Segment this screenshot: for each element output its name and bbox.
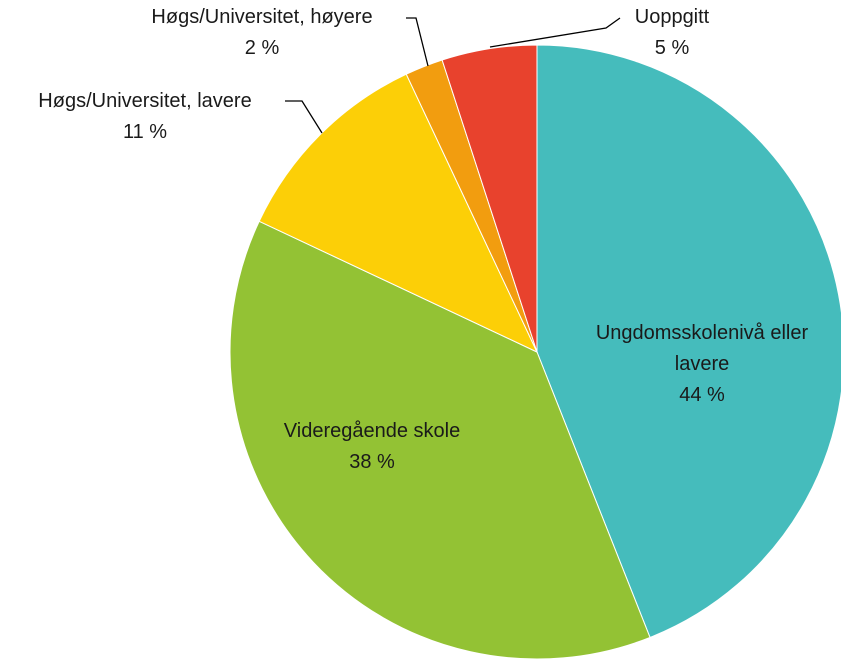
category-label: Ungdomsskolenivå eller lavere bbox=[595, 322, 809, 375]
slice-label: Videregående skole 38 % bbox=[242, 416, 502, 478]
value-label: 2 % bbox=[244, 37, 280, 59]
category-label: Høgs/Universitet, høyere bbox=[151, 6, 373, 28]
pie-slice bbox=[536, 44, 841, 639]
category-label: Høgs/Universitet, lavere bbox=[38, 90, 252, 112]
leader-line bbox=[285, 100, 323, 134]
value-label: 11 % bbox=[122, 121, 168, 143]
pie-slice bbox=[258, 73, 539, 354]
pie-slice bbox=[441, 44, 538, 353]
category-label: Uoppgitt bbox=[634, 6, 710, 28]
category-label: Videregående skole bbox=[283, 420, 461, 442]
pie-slice bbox=[229, 220, 651, 660]
slice-label: Ungdomsskolenivå eller lavere 44 % bbox=[577, 318, 827, 411]
pie bbox=[229, 44, 841, 660]
value-label: 38 % bbox=[349, 451, 395, 473]
value-label: 44 % bbox=[679, 384, 725, 406]
slice-label: Høgs/Universitet, lavere 11 % bbox=[0, 86, 295, 148]
value-label: 5 % bbox=[654, 37, 690, 59]
slice-label: Høgs/Universitet, høyere 2 % bbox=[112, 2, 412, 64]
leader-line bbox=[406, 17, 429, 67]
slice-label: Uoppgitt 5 % bbox=[597, 2, 747, 64]
leader-line bbox=[489, 17, 621, 48]
